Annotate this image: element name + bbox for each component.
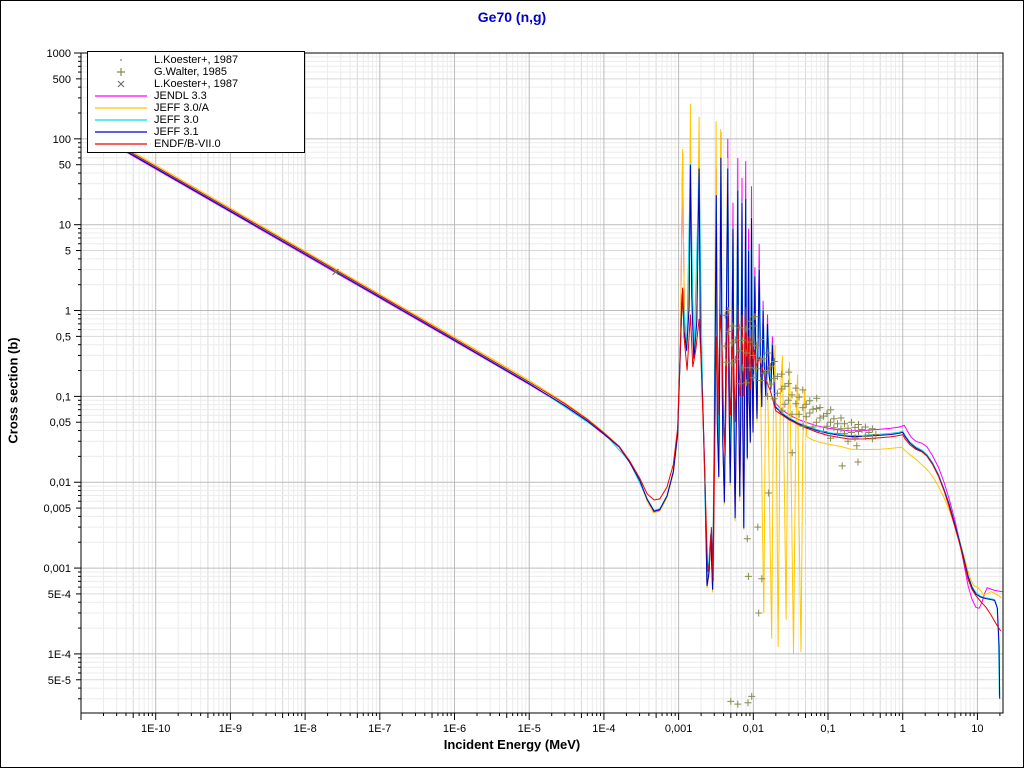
legend-label: JEFF 3.0: [154, 114, 199, 126]
legend-line-marker: [88, 139, 154, 149]
y-tick-label: 100: [53, 134, 71, 146]
legend-label: JEFF 3.0/A: [154, 102, 210, 114]
legend-label: G.Walter, 1985: [154, 66, 227, 78]
x-tick-label: 1E-10: [141, 723, 170, 735]
legend-plus-marker: [88, 67, 154, 77]
series-jeff-3-0-a: [114, 103, 1002, 654]
gridlines: [80, 52, 1003, 713]
y-tick-label: 0,1: [56, 391, 71, 403]
x-tick-label: 1E-4: [592, 723, 615, 735]
legend-item-l-koester-1987: L.Koester+, 1987: [88, 78, 304, 90]
legend-item-g-walter-1985: G.Walter, 1985: [88, 66, 304, 78]
y-tick-label: 5: [65, 246, 71, 258]
y-tick-label: 5E-5: [48, 675, 71, 687]
experimental-points: [332, 268, 880, 708]
legend-line-marker: [88, 91, 154, 101]
legend-item-l-koester-1987: L.Koester+, 1987: [88, 54, 304, 66]
series-jeff-3-1: [114, 144, 1001, 699]
x-tick-label: 0,1: [820, 723, 835, 735]
y-tick-label: 10: [59, 220, 71, 232]
legend-item-endf-b-vii-0: ENDF/B-VII.0: [88, 138, 304, 150]
legend-x-marker: [88, 79, 154, 89]
y-tick-label: 5E-4: [48, 589, 71, 601]
x-tick-label: 1E-8: [293, 723, 316, 735]
legend-item-jeff-3-1: JEFF 3.1: [88, 126, 304, 138]
plot-frame: [80, 52, 1004, 714]
y-tick-label: 1E-4: [48, 649, 71, 661]
series-endf-b-vii-0: [114, 142, 1002, 632]
legend-label: L.Koester+, 1987: [154, 78, 239, 90]
x-tick-label: 0,001: [665, 723, 693, 735]
x-tick-label: 0,01: [743, 723, 764, 735]
x-axis-title: Incident Energy (MeV): [443, 737, 581, 752]
series-jeff-3-0: [114, 143, 1000, 697]
legend-item-jeff-3-0-a: JEFF 3.0/A: [88, 102, 304, 114]
y-tick-label: 50: [59, 160, 71, 172]
x-tick-label: 1E-7: [368, 723, 391, 735]
y-axis-title: Cross section (b): [5, 337, 21, 444]
legend-label: ENDF/B-VII.0: [154, 138, 221, 150]
scatter-plus-markers: [721, 307, 880, 708]
legend-item-jendl-3-3: JENDL 3.3: [88, 90, 304, 102]
legend-line-marker: [88, 127, 154, 137]
y-tick-label: 500: [53, 74, 71, 86]
x-tick-label: 1E-9: [219, 723, 242, 735]
legend-line-marker: [88, 115, 154, 125]
y-tick-label: 0,01: [50, 477, 71, 489]
y-tick-label: 1000: [47, 48, 71, 60]
y-tick-label: 0,005: [43, 503, 71, 515]
x-tick-labels: 1E-10 1E-9 1E-8 1E-7 1E-6 1E-5 1E-4 0,001 0,01 0,…: [141, 723, 984, 735]
y-tick-label: 0,001: [43, 563, 71, 575]
x-tick-label: 1: [900, 723, 906, 735]
axis-ticks: [74, 52, 1001, 720]
y-tick-labels: 1000 500 100 50 10 5 1 0,5 0,1 0,05 0,01 0,005 0,001…: [43, 48, 71, 687]
legend-line-marker: [88, 103, 154, 113]
x-tick-label: 10: [971, 723, 983, 735]
series-curves: [114, 103, 1003, 699]
x-tick-label: 1E-5: [518, 723, 541, 735]
x-tick-label: 1E-6: [443, 723, 466, 735]
y-tick-label: 0,05: [50, 417, 71, 429]
legend-box: L.Koester+, 1987 G.Walter, 1985 L.Koester+…: [87, 51, 305, 153]
legend-item-jeff-3-0: JEFF 3.0: [88, 114, 304, 126]
y-tick-label: 0,5: [56, 331, 71, 343]
legend-dot-marker: [88, 55, 154, 65]
legend-label: L.Koester+, 1987: [154, 54, 239, 66]
y-tick-label: 1: [65, 306, 71, 318]
legend-label: JENDL 3.3: [154, 90, 207, 102]
scatter-x-markers: [332, 268, 339, 276]
legend-label: JEFF 3.1: [154, 126, 199, 138]
chart-title: Ge70 (n,g): [477, 9, 547, 25]
